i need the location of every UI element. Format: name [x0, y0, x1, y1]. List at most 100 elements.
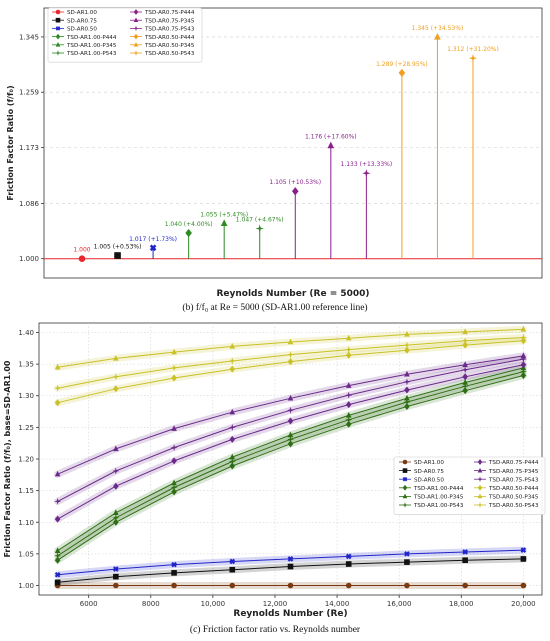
point-tsd-ar0-75-p444	[113, 482, 119, 490]
legend-marker-tsd-ar1-00-p345	[402, 493, 408, 499]
legend-label-tsd-ar1-00-p444: TSD-AR1.00-P444	[66, 35, 117, 41]
line-chart: 1.00 1.05 1.10 1.15 1.20 1.25 1.30 1.35 1.40 6000…	[3, 322, 546, 619]
caption-top: (b) f/f₀ at Re = 5000 (SD-AR1.00 referen…	[182, 303, 368, 313]
point-tsd-ar0-75-p345	[54, 470, 61, 477]
tick-label-x: 14,000	[325, 600, 350, 608]
legend-marker-tsd-ar0-50-p543	[477, 502, 483, 508]
point-tsd-ar1-00-p543	[461, 382, 469, 390]
tick-label-y: 1.00	[18, 582, 34, 590]
value-label-tsd-ar0-75-p543: 1.133 (+13.33%)	[341, 161, 393, 168]
point-sd-ar1-00	[287, 582, 294, 589]
point-sd-ar0-75	[404, 559, 410, 565]
point-tsd-ar0-50-p444	[462, 341, 468, 349]
point-tsd-ar0-75-p543	[403, 378, 411, 386]
point-sd-ar0-50	[462, 549, 468, 555]
point-tsd-ar0-50-p345	[462, 328, 468, 335]
tick-label-y: 1.15	[18, 487, 34, 495]
point-tsd-ar0-50-p543	[287, 351, 294, 359]
legend-marker-sd-ar0-75	[55, 17, 61, 23]
x-axis-label: Reynolds Number (Re = 5000)	[216, 289, 369, 299]
point-tsd-ar0-50-p444	[404, 346, 410, 354]
legend-marker-sd-ar0-75	[402, 468, 408, 473]
point-tsd-ar0-50-p444	[345, 351, 352, 359]
legend-marker-tsd-ar0-50-p543	[133, 50, 139, 56]
tick-label-x: 20,000	[511, 600, 536, 608]
point-tsd-ar0-75-p345	[404, 370, 410, 377]
tick-label-x: 8000	[142, 600, 160, 608]
point-tsd-ar0-75-p345	[113, 445, 119, 452]
tick-label-x: 10,000	[201, 600, 226, 608]
point-tsd-ar0-75-p444	[404, 386, 410, 394]
point-tsd-ar0-75-p543	[519, 355, 527, 363]
point-tsd-ar1-00-p543	[170, 483, 178, 491]
y-axis-label: Friction Factor Ratio (f/f₀)	[6, 85, 15, 200]
legend-marker-tsd-ar0-75-p444	[477, 459, 483, 465]
value-label-tsd-ar0-50-p543: 1.312 (+31.20%)	[447, 46, 499, 53]
point-sd-ar0-50	[171, 561, 177, 568]
marker-sd-ar0-50	[149, 244, 157, 252]
point-sd-ar1-00	[345, 582, 352, 589]
legend-label-sd-ar1-00: SD-AR1.00	[414, 460, 444, 466]
legend-marker-sd-ar1-00	[55, 9, 61, 15]
legend-marker-tsd-ar0-75-p543	[477, 476, 483, 483]
point-tsd-ar0-50-p345	[345, 334, 352, 341]
point-tsd-ar1-00-p345	[345, 411, 352, 418]
point-tsd-ar1-00-p345	[404, 394, 410, 401]
tick-label-y: 1.10	[18, 519, 34, 527]
point-tsd-ar1-00-p543	[228, 458, 236, 466]
point-tsd-ar0-50-p543	[403, 341, 411, 349]
point-tsd-ar1-00-p444	[520, 372, 527, 380]
tick-label-y: 1.25	[18, 424, 34, 432]
point-sd-ar1-00	[462, 582, 468, 589]
legend-label-sd-ar0-75: SD-AR0.75	[414, 469, 444, 475]
point-tsd-ar0-75-p345	[171, 425, 177, 431]
tick-label-x: 16,000	[387, 600, 412, 608]
legend-marker-tsd-ar0-75-p345	[477, 467, 483, 473]
legend-top	[47, 7, 203, 63]
point-tsd-ar1-00-p444	[462, 387, 468, 395]
point-tsd-ar0-50-p345	[520, 325, 527, 332]
tick-label-y: 1.173	[19, 144, 39, 152]
value-label-sd-ar0-75: 1.005 (+0.53%)	[94, 244, 142, 251]
marker-tsd-ar0-75-p543	[362, 169, 371, 178]
marker-tsd-ar1-00-p444	[185, 228, 192, 238]
point-tsd-ar1-00-p543	[54, 552, 62, 560]
point-tsd-ar0-75-p543	[112, 467, 120, 475]
stem-chart: 1.000 1.086 1.173 1.259 1.345 1.000 1.005 (+0.…	[6, 7, 543, 299]
tick-label-y: 1.086	[19, 200, 40, 208]
legend-label-sd-ar0-75: SD-AR0.75	[67, 18, 97, 24]
tick-label-y: 1.30	[18, 392, 34, 400]
point-sd-ar0-50	[345, 553, 352, 560]
value-label-tsd-ar0-50-p444: 1.289 (+28.95%)	[376, 61, 428, 68]
point-tsd-ar1-00-p444	[229, 462, 236, 470]
value-label-tsd-ar0-75-p444: 1.105 (+10.53%)	[269, 179, 321, 186]
point-sd-ar0-50	[229, 558, 236, 565]
point-sd-ar0-50	[287, 556, 294, 562]
point-tsd-ar1-00-p444	[345, 420, 352, 428]
tick-label-x: 6000	[80, 600, 98, 608]
value-label-sd-ar0-50: 1.017 (+1.73%)	[129, 236, 177, 243]
legend-label-tsd-ar0-50-p444: TSD-AR0.50-P444	[144, 35, 195, 41]
value-label-tsd-ar1-00-p543: 1.047 (+4.67%)	[236, 217, 284, 224]
value-label-tsd-ar0-50-p345: 1.345 (+34.53%)	[412, 25, 464, 32]
marker-tsd-ar0-50-p345	[434, 32, 441, 40]
legend-bottom	[393, 456, 546, 515]
point-sd-ar0-50	[520, 547, 527, 553]
legend-label-sd-ar0-50: SD-AR0.50	[67, 27, 97, 33]
legend-marker-tsd-ar1-00-p444	[402, 484, 408, 491]
point-tsd-ar0-75-p543	[287, 406, 294, 414]
point-tsd-ar0-50-p543	[54, 384, 62, 392]
legend-label-tsd-ar0-75-p543: TSD-AR0.75-P543	[144, 27, 195, 33]
legend-label-tsd-ar0-75-p345: TSD-AR0.75-P345	[144, 18, 195, 24]
legend-label-tsd-ar0-75-p543: TSD-AR0.75-P543	[488, 477, 539, 483]
legend-label-tsd-ar0-75-p444: TSD-AR0.75-P444	[144, 10, 195, 16]
point-tsd-ar0-75-p444	[171, 457, 177, 465]
point-tsd-ar0-50-p444	[54, 399, 61, 407]
point-tsd-ar0-50-p444	[113, 385, 119, 393]
point-sd-ar0-75	[287, 563, 294, 570]
point-tsd-ar1-00-p444	[404, 402, 410, 410]
legend-marker-sd-ar1-00	[402, 459, 408, 465]
point-tsd-ar0-75-p543	[345, 391, 353, 399]
legend-label-tsd-ar1-00-p444: TSD-AR1.00-P444	[413, 486, 464, 492]
point-tsd-ar0-75-p543	[170, 444, 178, 452]
